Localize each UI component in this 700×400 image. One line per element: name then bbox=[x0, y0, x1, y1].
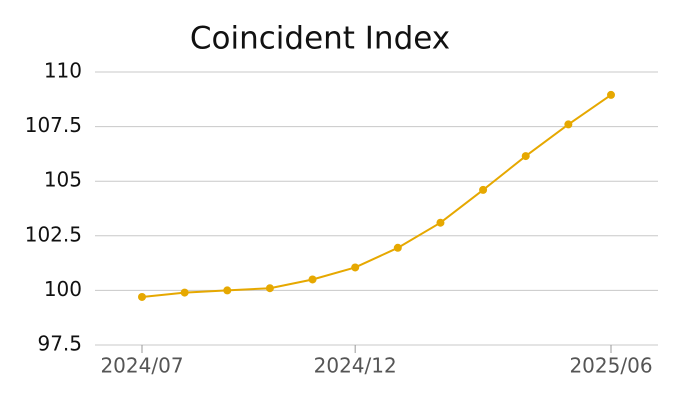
chart-title: Coincident Index bbox=[190, 21, 450, 57]
point bbox=[521, 152, 530, 161]
line bbox=[141, 94, 612, 298]
y-tick-label: 97.5 bbox=[37, 332, 82, 356]
point bbox=[180, 288, 189, 297]
x-tick-label: 2024/12 bbox=[314, 354, 397, 378]
point bbox=[351, 263, 360, 272]
point bbox=[138, 292, 146, 301]
y-tick-label: 105 bbox=[44, 168, 82, 192]
y-tick-label: 107.5 bbox=[25, 113, 82, 137]
point bbox=[223, 286, 232, 295]
point bbox=[393, 243, 402, 252]
point bbox=[436, 218, 445, 227]
point bbox=[479, 185, 488, 194]
point bbox=[607, 90, 615, 99]
y-tick-label: 110 bbox=[44, 59, 82, 83]
x-tick-label: 2025/06 bbox=[569, 354, 652, 378]
point bbox=[564, 120, 573, 129]
y-tick-label: 100 bbox=[44, 277, 82, 301]
x-tick-label: 2024/07 bbox=[100, 354, 183, 378]
y-tick-label: 102.5 bbox=[25, 222, 82, 246]
point bbox=[308, 275, 317, 284]
point bbox=[265, 284, 274, 293]
